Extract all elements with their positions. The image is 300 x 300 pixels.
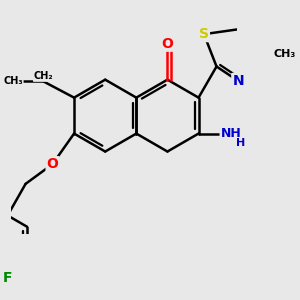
Text: F: F	[3, 271, 12, 285]
Text: NH: NH	[220, 127, 241, 140]
Text: O: O	[46, 157, 58, 171]
Text: CH₃: CH₃	[3, 76, 23, 86]
Text: H: H	[236, 138, 246, 148]
Text: N: N	[232, 74, 244, 88]
Text: CH₂: CH₂	[34, 71, 53, 81]
Text: S: S	[199, 27, 209, 41]
Text: CH₃: CH₃	[274, 49, 296, 59]
Text: O: O	[161, 37, 173, 51]
